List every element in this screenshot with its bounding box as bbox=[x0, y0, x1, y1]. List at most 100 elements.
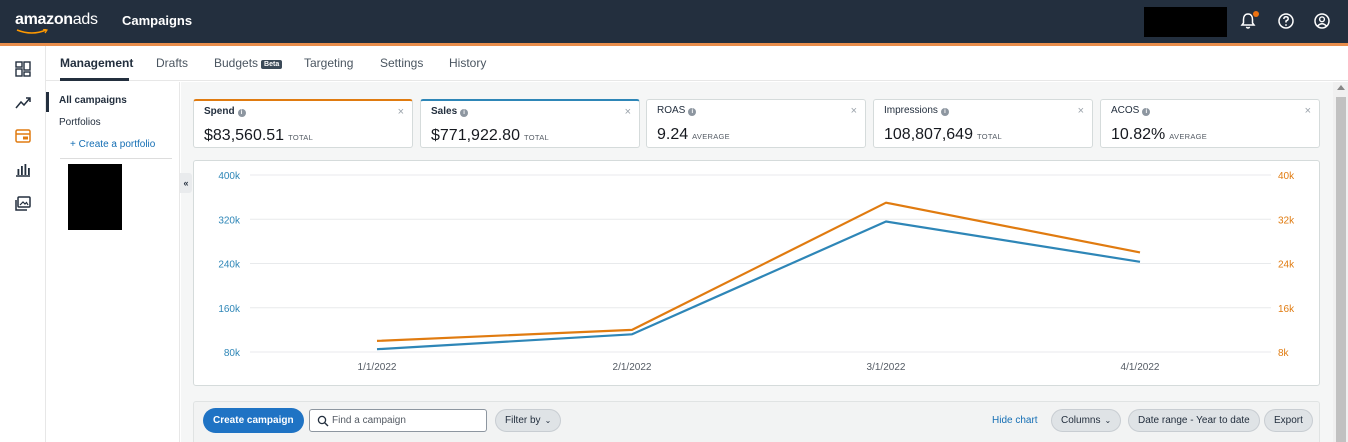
filter-by-label: Filter by bbox=[505, 415, 541, 426]
logo-text-amazon: amazon bbox=[15, 11, 73, 28]
campaign-sidebar: All campaigns Portfolios + Create a port… bbox=[46, 82, 180, 442]
export-button[interactable]: Export bbox=[1264, 409, 1313, 432]
sidebar-selection-indicator bbox=[46, 92, 49, 112]
metric-unit: TOTAL bbox=[976, 132, 1002, 141]
metric-value: 108,807,649 TOTAL bbox=[884, 126, 1002, 144]
x-axis-tick-label: 2/1/2022 bbox=[613, 362, 652, 373]
tab-history[interactable]: History bbox=[449, 56, 487, 70]
metric-label-text: ROAS bbox=[657, 105, 686, 116]
right-axis-tick-label: 32k bbox=[1278, 215, 1295, 226]
metric-value-text: 9.24 bbox=[657, 126, 689, 143]
page-title: Campaigns bbox=[122, 13, 193, 28]
metric-value-text: 10.82% bbox=[1111, 126, 1166, 143]
logo-text-ads: ads bbox=[72, 11, 98, 28]
right-axis-tick-label: 8k bbox=[1278, 348, 1290, 359]
close-icon[interactable]: × bbox=[1304, 105, 1311, 117]
trend-line-icon[interactable] bbox=[13, 93, 33, 113]
metric-unit: TOTAL bbox=[288, 133, 314, 142]
search-icon bbox=[317, 415, 329, 427]
columns-dropdown[interactable]: Columns ⌄ bbox=[1051, 409, 1122, 432]
campaign-search-box[interactable] bbox=[309, 409, 487, 432]
series-line-sales bbox=[376, 220, 1141, 351]
beta-badge: Beta bbox=[261, 60, 283, 69]
metric-label-text: Sales bbox=[431, 106, 458, 117]
date-range-button[interactable]: Date range - Year to date bbox=[1128, 409, 1260, 432]
redacted-account-selector[interactable] bbox=[1144, 7, 1227, 37]
metric-card-roas[interactable]: ROAS i × 9.24 AVERAGE bbox=[646, 99, 866, 148]
collapse-sidebar-button[interactable]: « bbox=[180, 173, 192, 193]
campaign-table-toolbar: Create campaign Filter by⌄ Hide chart Co… bbox=[193, 401, 1320, 442]
redacted-portfolio-list bbox=[68, 164, 122, 230]
create-portfolio-link[interactable]: + Create a portfolio bbox=[70, 139, 156, 150]
amazon-ads-logo[interactable]: amazonads bbox=[15, 11, 98, 29]
performance-line-chart: 400k 40k 320k 32k 240k 24k 160k 16k 80k 8k 1/1/202… bbox=[218, 171, 1295, 373]
tab-targeting[interactable]: Targeting bbox=[304, 56, 354, 70]
info-icon[interactable]: i bbox=[460, 109, 469, 117]
metric-card-sales[interactable]: Sales i × $771,922.80 TOTAL bbox=[420, 99, 640, 148]
close-icon[interactable]: × bbox=[850, 105, 857, 117]
metric-card-acos[interactable]: ACOS i × 10.82% AVERAGE bbox=[1100, 99, 1320, 148]
bell-icon[interactable] bbox=[1238, 11, 1258, 31]
metric-card-spend[interactable]: Spend i × $83,560.51 TOTAL bbox=[193, 99, 413, 148]
info-icon[interactable]: i bbox=[688, 108, 697, 116]
tab-drafts[interactable]: Drafts bbox=[156, 56, 189, 70]
info-icon[interactable]: i bbox=[940, 108, 949, 116]
notification-dot bbox=[1253, 11, 1259, 17]
tab-budgets-label: Budgets bbox=[214, 56, 259, 70]
media-library-icon[interactable] bbox=[13, 194, 33, 214]
logo-smile-icon bbox=[16, 29, 48, 34]
scroll-up-arrow-icon[interactable] bbox=[1337, 85, 1345, 90]
topbar-accent-line bbox=[0, 43, 1348, 46]
help-icon[interactable] bbox=[1276, 11, 1296, 31]
performance-chart-card: 400k 40k 320k 32k 240k 24k 160k 16k 80k 8k 1/1/202… bbox=[193, 160, 1320, 386]
close-icon[interactable]: × bbox=[1077, 105, 1084, 117]
right-axis-tick-label: 24k bbox=[1278, 260, 1295, 271]
chevron-down-icon: ⌄ bbox=[1104, 416, 1112, 425]
metric-label: ROAS i bbox=[657, 105, 697, 116]
metric-label: Spend i bbox=[204, 106, 246, 117]
metric-value-text: $771,922.80 bbox=[431, 127, 520, 144]
tab-settings[interactable]: Settings bbox=[380, 56, 424, 70]
metric-unit: AVERAGE bbox=[692, 132, 730, 141]
metric-label: Impressions i bbox=[884, 105, 949, 116]
metric-label-text: ACOS bbox=[1111, 105, 1140, 116]
tab-management[interactable]: Management bbox=[60, 56, 134, 70]
metric-label: ACOS i bbox=[1111, 105, 1151, 116]
chevron-down-icon: ⌄ bbox=[544, 416, 552, 425]
info-icon[interactable]: i bbox=[1142, 108, 1151, 116]
metric-value: 10.82% AVERAGE bbox=[1111, 126, 1207, 144]
metric-value: $771,922.80 TOTAL bbox=[431, 127, 549, 145]
active-tab-underline bbox=[60, 78, 129, 81]
metric-value: $83,560.51 TOTAL bbox=[204, 127, 313, 145]
campaign-manager-icon[interactable] bbox=[13, 126, 33, 146]
close-icon[interactable]: × bbox=[624, 106, 631, 118]
top-navigation-bar bbox=[0, 0, 1348, 43]
metric-card-impressions[interactable]: Impressions i × 108,807,649 TOTAL bbox=[873, 99, 1093, 148]
bar-chart-icon[interactable] bbox=[13, 160, 33, 180]
account-icon[interactable] bbox=[1312, 11, 1332, 31]
metric-label: Sales i bbox=[431, 106, 469, 117]
left-axis-tick-label: 240k bbox=[218, 260, 241, 271]
left-axis-tick-label: 400k bbox=[218, 171, 241, 182]
series-line-spend bbox=[376, 201, 1141, 342]
metric-value-text: 108,807,649 bbox=[884, 126, 973, 143]
x-axis-tick-label: 4/1/2022 bbox=[1121, 362, 1160, 373]
dashboard-icon[interactable] bbox=[13, 59, 33, 79]
sidebar-item-portfolios[interactable]: Portfolios bbox=[59, 117, 101, 128]
metric-unit: TOTAL bbox=[523, 133, 549, 142]
filter-by-dropdown[interactable]: Filter by ⌄ bbox=[495, 409, 562, 432]
sidebar-divider bbox=[60, 158, 172, 159]
search-input[interactable] bbox=[332, 413, 482, 428]
columns-label: Columns bbox=[1061, 415, 1101, 426]
right-axis-tick-label: 40k bbox=[1278, 171, 1295, 182]
scrollbar-thumb[interactable] bbox=[1336, 97, 1346, 442]
close-icon[interactable]: × bbox=[397, 106, 404, 118]
info-icon[interactable]: i bbox=[237, 109, 246, 117]
left-axis-tick-label: 320k bbox=[218, 215, 241, 226]
tab-budgets[interactable]: Budgets Beta bbox=[214, 56, 283, 70]
sidebar-item-all-campaigns[interactable]: All campaigns bbox=[59, 95, 127, 106]
hide-chart-link[interactable]: Hide chart bbox=[992, 415, 1038, 426]
metric-value: 9.24 AVERAGE bbox=[657, 126, 730, 144]
metric-unit: AVERAGE bbox=[1169, 132, 1208, 141]
create-campaign-button[interactable]: Create campaign bbox=[203, 408, 304, 433]
